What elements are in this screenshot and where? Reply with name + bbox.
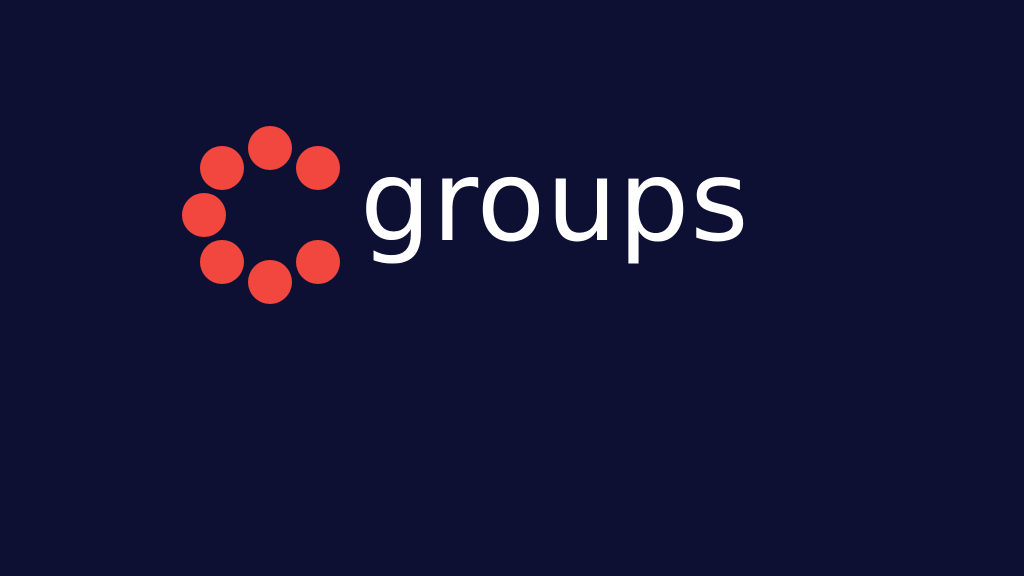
circle-of-dots-icon [178,122,348,308]
logo-dot [200,146,244,190]
logo-dot [200,240,244,284]
logo-dot [296,240,340,284]
logo-dot [182,193,226,237]
groups-logo: groups [178,122,858,312]
logo-dot [248,260,292,304]
logo-dot [248,126,292,170]
logo-wordmark: groups [360,137,750,267]
logo-dot [296,146,340,190]
